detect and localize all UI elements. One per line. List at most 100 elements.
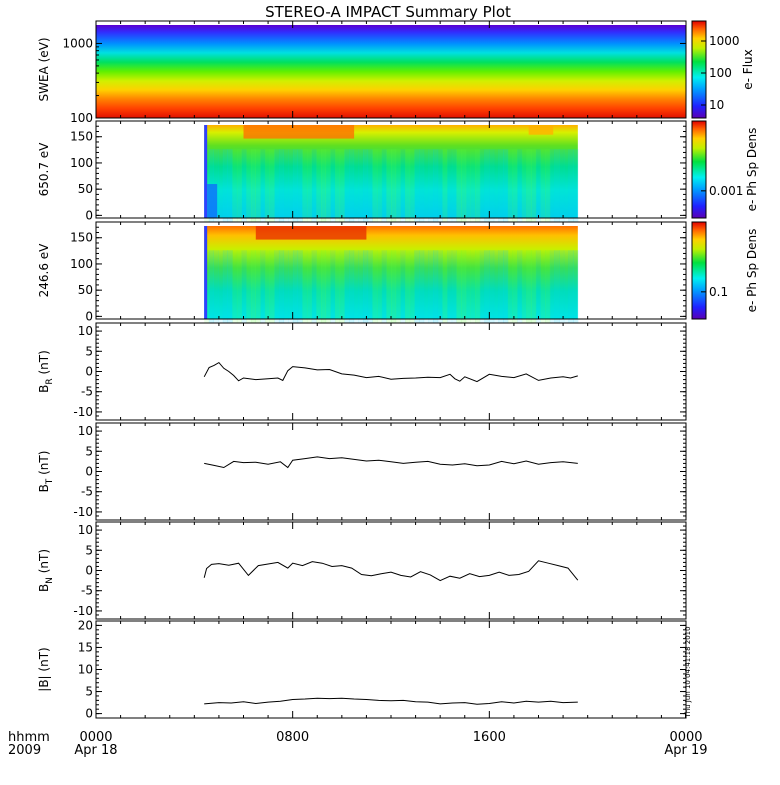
heatmap-streak <box>306 250 313 323</box>
heatmap-streak <box>517 250 523 323</box>
heatmap-streak <box>367 250 373 323</box>
year-label: 2009 <box>8 743 41 758</box>
heatmap-streak <box>531 149 537 222</box>
heatmap-streak <box>414 149 420 222</box>
panel-6: 10 5 0 -5 -10 BN (nT) <box>37 521 687 620</box>
heatmap-streak <box>484 149 490 222</box>
heatmap-streak <box>381 149 387 222</box>
heatmap-streak <box>531 250 537 323</box>
series-line <box>204 456 578 469</box>
heatmap-streak <box>391 149 397 222</box>
heatmap-edge <box>204 125 208 218</box>
heatmap-streak <box>447 250 453 323</box>
heatmap-hot-band <box>528 125 554 135</box>
heatmap-streak <box>409 250 415 323</box>
series-line <box>203 560 579 582</box>
colorbar-tick-label: 0.001 <box>709 184 743 198</box>
heatmap-streak <box>554 149 560 222</box>
heatmap-streak <box>489 149 495 222</box>
heatmap-streak <box>260 250 266 323</box>
y-axis-label: BN (nT) <box>37 549 55 592</box>
heatmap-streak <box>297 250 303 323</box>
heatmap-streak <box>423 250 429 323</box>
heatmap-streak <box>419 250 425 323</box>
heatmap-streak <box>498 149 504 222</box>
heatmap-streak <box>316 149 322 222</box>
heatmap-streak <box>246 250 252 323</box>
heatmap-streak <box>419 149 425 222</box>
heatmap-streak <box>353 250 359 323</box>
heatmap-streak <box>470 149 476 222</box>
heatmap-streak <box>521 250 527 323</box>
heatmap-streak <box>250 250 257 323</box>
heatmap-streak <box>316 250 322 323</box>
panel-2: 150 100 50 0 650.7 eV 0.001 e- Ph Sp Dens <box>37 120 759 222</box>
heatmap-edge <box>204 226 208 319</box>
panel-frame <box>95 322 687 421</box>
heatmap-streak <box>260 149 266 222</box>
heatmap-streak <box>563 250 569 323</box>
heatmap-streak <box>484 250 490 323</box>
colorbar-gradient <box>691 120 707 219</box>
y-tick-label: 10 <box>78 523 93 537</box>
heatmap-streak <box>475 149 481 222</box>
heatmap-streak <box>456 250 462 323</box>
heatmap-streak <box>344 250 350 323</box>
y-tick-label: 1000 <box>62 36 93 50</box>
colorbar: 1000 100 10 e- Flux <box>691 20 755 119</box>
heatmap-streak <box>348 149 355 222</box>
figure-title: STEREO-A IMPACT Summary Plot <box>265 3 511 21</box>
heatmap-low-patch <box>207 184 218 218</box>
heatmap-streak <box>573 250 579 323</box>
heatmap-streak <box>437 149 443 222</box>
heatmap-streak <box>545 149 551 222</box>
heatmap-streak <box>451 149 457 222</box>
heatmap-streak <box>503 250 509 323</box>
x-tick-time: 1600 <box>473 730 506 745</box>
colorbar-tick-label: 0.1 <box>709 285 728 299</box>
heatmap-streak <box>241 149 247 222</box>
y-tick-label: -5 <box>81 584 93 598</box>
heatmap-streak <box>269 149 275 222</box>
y-tick-label: 10 <box>78 424 93 438</box>
heatmap-streak <box>320 149 327 222</box>
heatmap-streak <box>218 149 224 222</box>
y-label-unit: (nT) <box>37 549 51 577</box>
heatmap-streak <box>423 149 429 222</box>
heatmap-streak <box>493 250 499 323</box>
heatmap-streak <box>503 149 509 222</box>
heatmap-streak <box>433 250 439 323</box>
heatmap-streak <box>428 149 434 222</box>
y-tick-label: -5 <box>81 385 93 399</box>
heatmap-streak <box>498 250 504 323</box>
heatmap-streak <box>456 149 462 222</box>
heatmap-streak <box>461 149 467 222</box>
heatmap-streak <box>264 149 271 222</box>
heatmap-streak <box>535 250 541 323</box>
heatmap-streak <box>470 250 476 323</box>
colorbar-label: e- Ph Sp Dens <box>745 229 759 313</box>
x-tick-time: 0000 <box>669 730 702 745</box>
heatmap-streak <box>344 149 350 222</box>
panel-7: 20 15 10 5 0 |B| (nT) <box>37 618 687 721</box>
y-tick-label: 50 <box>78 182 93 196</box>
heatmap-streak <box>232 149 238 222</box>
timestamp-stamp: Thu Jun 10 04:41:18 2010 <box>684 626 692 718</box>
heatmap-streak <box>278 149 285 222</box>
y-tick-label: -10 <box>73 505 93 519</box>
heatmap-streak <box>325 250 331 323</box>
y-tick-label: 100 <box>70 111 93 125</box>
heatmap-streak <box>353 149 359 222</box>
heatmap-streak <box>213 250 219 323</box>
heatmap-hot-band <box>243 125 355 139</box>
heatmap-streak <box>409 149 415 222</box>
heatmap-streak <box>559 250 565 323</box>
heatmap-streak <box>372 250 378 323</box>
y-tick-label: -10 <box>73 405 93 419</box>
heatmap-streak <box>362 149 369 222</box>
heatmap-streak <box>269 250 275 323</box>
heatmap-streak <box>325 149 331 222</box>
y-tick-label: 0 <box>85 208 93 222</box>
